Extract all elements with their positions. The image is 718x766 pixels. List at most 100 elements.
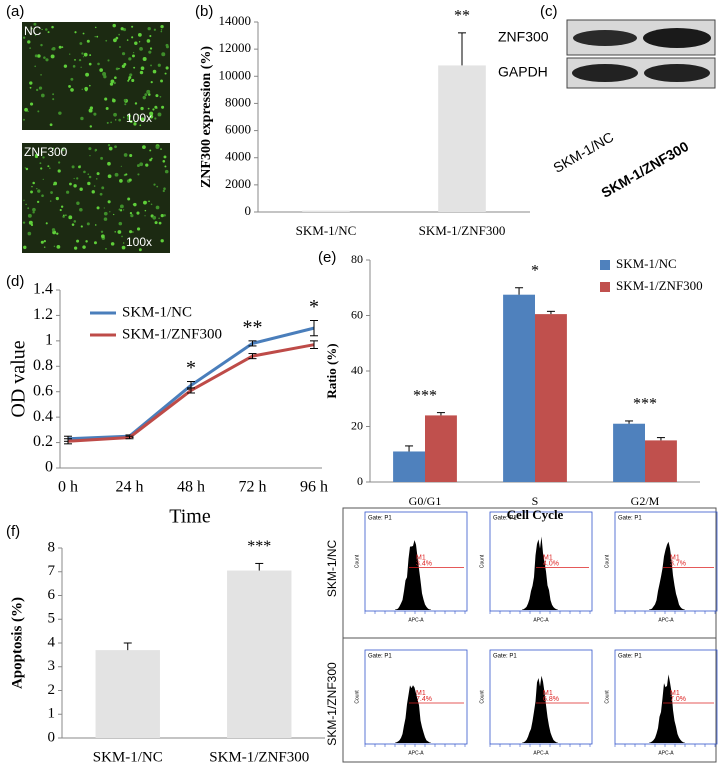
cell <box>47 165 50 168</box>
cell <box>134 41 138 46</box>
axis-label: APC-A <box>533 750 549 756</box>
cell <box>58 161 61 164</box>
cell <box>133 122 137 126</box>
western-blot <box>566 19 716 89</box>
cell <box>100 230 104 234</box>
cell <box>129 73 133 77</box>
cell <box>37 189 41 193</box>
cell <box>162 189 165 193</box>
y-tick-label: 0 <box>245 203 252 218</box>
cell <box>123 153 128 157</box>
cell <box>84 86 89 91</box>
y-tick-label: 1.2 <box>33 306 53 323</box>
cell <box>115 119 117 121</box>
cell <box>107 174 112 179</box>
cell <box>40 43 43 47</box>
y-tick-label: 20 <box>351 418 363 432</box>
band <box>644 64 710 82</box>
cell <box>100 234 105 239</box>
percentage: 7.4% <box>416 696 432 703</box>
charts: (b)ZNF300 expression (%)0200040006000800… <box>6 3 703 765</box>
cell <box>38 86 43 90</box>
y-tick-label: 0.4 <box>33 408 53 425</box>
histogram <box>395 540 431 610</box>
cell <box>126 39 129 41</box>
cell <box>107 59 110 62</box>
cell <box>41 28 43 31</box>
cell <box>87 181 91 186</box>
cell <box>43 246 46 248</box>
cell <box>99 192 103 196</box>
cell <box>146 89 151 94</box>
cell <box>131 36 134 39</box>
cell <box>150 81 153 84</box>
y-tick-label: 40 <box>351 363 363 377</box>
cell <box>89 154 91 157</box>
cell <box>45 58 49 62</box>
cell <box>49 123 53 127</box>
cell <box>62 214 65 217</box>
cell <box>34 34 37 36</box>
cell <box>142 145 146 150</box>
cell <box>94 150 97 152</box>
y-tick-label: 6000 <box>225 122 251 137</box>
bar <box>438 65 486 212</box>
cell <box>51 228 56 232</box>
cell <box>132 231 134 233</box>
cell <box>59 208 62 212</box>
cell <box>94 224 97 226</box>
cell <box>34 54 38 58</box>
cell <box>149 158 152 162</box>
legend-swatch <box>600 282 610 292</box>
cell <box>154 117 157 120</box>
cell <box>89 84 91 87</box>
bar <box>302 210 350 212</box>
gate-label: Gate: P1 <box>493 516 517 522</box>
cell <box>27 110 29 113</box>
y-tick-label: 7 <box>48 563 56 579</box>
protein-label: GAPDH <box>498 64 548 80</box>
cell <box>40 167 43 170</box>
y-tick-label: 4000 <box>225 149 251 164</box>
cell <box>160 24 164 29</box>
cell <box>149 114 154 119</box>
bar <box>613 423 645 482</box>
plot-frame <box>364 511 468 612</box>
cell <box>25 167 29 171</box>
cell <box>91 190 95 194</box>
cell <box>87 173 90 176</box>
cell <box>150 64 152 67</box>
cell <box>43 240 46 243</box>
cell <box>123 98 127 102</box>
plot-frame <box>614 649 718 745</box>
cell <box>80 66 82 68</box>
cell <box>31 185 33 188</box>
cell <box>129 230 133 234</box>
y-axis-label: Apoptosis (%) <box>9 597 25 689</box>
cell <box>137 114 140 117</box>
cell <box>80 116 84 121</box>
plot-frame <box>489 511 593 612</box>
cell <box>40 93 45 98</box>
cell <box>81 52 84 55</box>
cell <box>93 112 97 116</box>
cell <box>43 56 46 59</box>
gate-label: Gate: P1 <box>368 654 392 660</box>
cell <box>29 86 32 89</box>
cell <box>55 196 59 201</box>
cell <box>99 68 103 72</box>
cell <box>71 223 75 226</box>
cell <box>27 231 32 236</box>
axis-label: Count <box>479 690 485 704</box>
y-tick-label: 5 <box>48 611 56 627</box>
cell <box>113 112 117 117</box>
annotation: ** <box>243 316 263 338</box>
cell <box>24 107 28 112</box>
cell <box>76 177 79 180</box>
cell <box>129 120 133 123</box>
flow-frame <box>342 507 717 763</box>
cell <box>65 214 67 216</box>
plot-frame <box>614 511 718 612</box>
cell <box>119 204 124 209</box>
